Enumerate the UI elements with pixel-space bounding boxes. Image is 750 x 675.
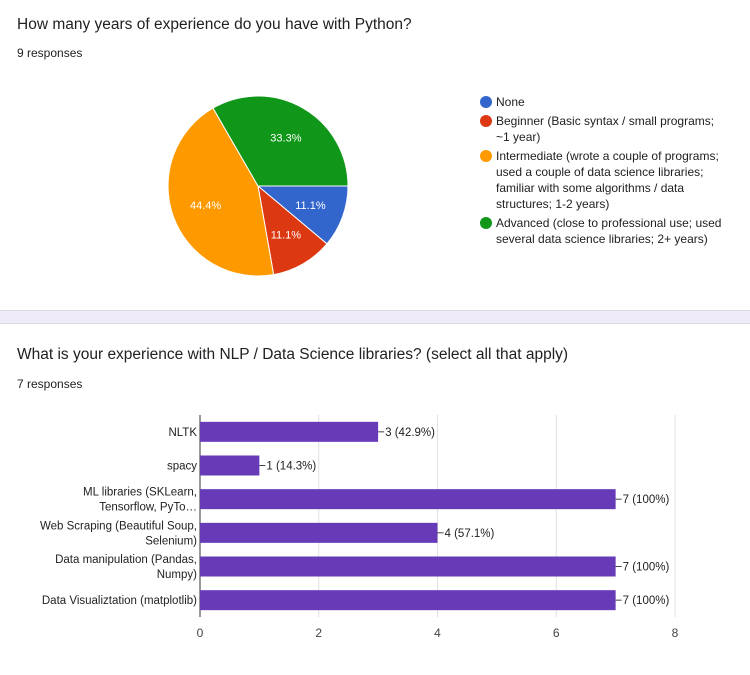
bar [200, 489, 616, 510]
category-label: spacy [167, 461, 197, 473]
category-label: Data manipulation (Pandas, Numpy) [55, 554, 197, 581]
data-label: 1 (14.3%) [266, 461, 316, 473]
pie-chart: 11.1% 11.1% 44.4% 33.3% [167, 95, 349, 277]
legend-swatch [480, 217, 492, 229]
legend-swatch [480, 150, 492, 162]
legend-label: Beginner (Basic syntax / small programs;… [496, 114, 715, 144]
category-label: ML libraries (SKLearn, Tensorflow, PyTo… [83, 487, 197, 514]
bar [200, 556, 616, 577]
question-card-python-experience: How many years of experience do you have… [0, 0, 750, 310]
x-tick-label: 8 [672, 626, 679, 640]
legend-item: Beginner (Basic syntax / small programs;… [480, 113, 730, 145]
legend-swatch [480, 96, 492, 108]
data-label: 7 (100%) [623, 494, 670, 506]
data-label: 4 (57.1%) [445, 528, 495, 540]
response-count: 7 responses [17, 377, 83, 391]
category-label: Web Scraping (Beautiful Soup, Selenium) [40, 520, 197, 547]
pie-slice [167, 107, 275, 277]
pie-slice-label: 33.3% [270, 133, 301, 145]
bar [200, 590, 616, 611]
x-tick-label: 2 [315, 626, 322, 640]
bar [200, 421, 379, 442]
pie-legend: None Beginner (Basic syntax / small progr… [480, 94, 730, 250]
x-tick-label: 4 [434, 626, 441, 640]
bar-chart: 0 2 4 6 8 3 (42.9%) NLTK 1 (14.3%) spacy 7 (100%)… [40, 415, 679, 640]
card-divider [0, 310, 750, 324]
legend-item: Intermediate (wrote a couple of programs… [480, 148, 730, 212]
pie-slice-label: 44.4% [190, 200, 221, 212]
data-label: 7 (100%) [623, 595, 670, 607]
question-title: What is your experience with NLP / Data … [17, 346, 569, 363]
legend-item: Advanced (close to professional use; use… [480, 215, 730, 247]
question-card-libraries: What is your experience with NLP / Data … [0, 324, 750, 675]
pie-slice [212, 95, 349, 187]
bar [200, 522, 438, 543]
category-label: NLTK [168, 427, 197, 439]
pie-slice-label: 11.1% [295, 200, 326, 212]
data-label: 3 (42.9%) [385, 427, 435, 439]
question-title: How many years of experience do you have… [17, 16, 412, 33]
pie-slice-label: 11.1% [271, 229, 302, 241]
legend-label: Intermediate (wrote a couple of programs… [496, 149, 719, 211]
bar [200, 455, 260, 476]
x-tick-label: 6 [553, 626, 560, 640]
response-count: 9 responses [17, 46, 83, 60]
legend-label: Advanced (close to professional use; use… [496, 216, 722, 246]
legend-swatch [480, 115, 492, 127]
x-tick-label: 0 [197, 626, 204, 640]
legend-label: None [496, 95, 525, 109]
data-label: 7 (100%) [623, 562, 670, 574]
legend-item: None [480, 94, 730, 110]
category-label: Data Visualiztation (matplotlib) [42, 595, 197, 607]
